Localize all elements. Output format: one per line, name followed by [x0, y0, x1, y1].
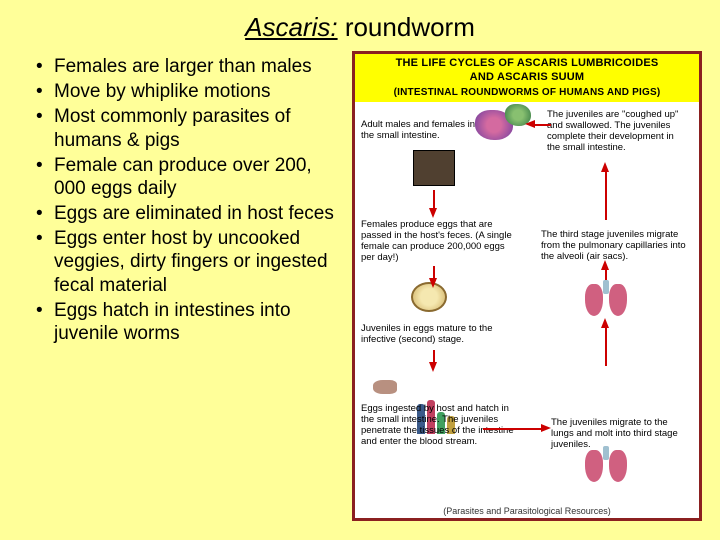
arrow-segment — [605, 170, 607, 220]
list-item: Female can produce over 200, 000 eggs da… — [36, 154, 346, 200]
bullet-column: Females are larger than males Move by wh… — [18, 51, 346, 521]
lifecycle-diagram: THE LIFE CYCLES OF ASCARIS LUMBRICOIDES … — [352, 51, 702, 521]
arrow-segment — [605, 326, 607, 366]
title-italic: Ascaris: — [245, 12, 337, 42]
diagram-credit: (Parasites and Parasitological Resources… — [355, 506, 699, 516]
label-produce: Females produce eggs that are passed in … — [361, 220, 521, 264]
title-rest: roundworm — [338, 12, 475, 42]
list-item: Females are larger than males — [36, 55, 346, 78]
diagram-title-line1: THE LIFE CYCLES OF ASCARIS LUMBRICOIDES — [396, 57, 659, 69]
arrow-segment — [533, 124, 551, 126]
list-item: Eggs hatch in intestines into juvenile w… — [36, 299, 346, 345]
arrow-head-icon — [601, 162, 609, 172]
arrow-segment — [483, 428, 543, 430]
label-adults: Adult males and females in the small int… — [361, 120, 481, 142]
label-migrate3: The third stage juveniles migrate from t… — [541, 230, 689, 263]
diagram-title-line2: AND ASCARIS SUUM — [470, 71, 585, 83]
label-migrate2: The juveniles migrate to the lungs and m… — [551, 418, 687, 451]
lungs-bottom-icon — [583, 446, 629, 484]
list-item: Eggs are eliminated in host feces — [36, 202, 346, 225]
lungs-icon — [583, 280, 629, 318]
pig-icon — [373, 380, 397, 394]
diagram-title: THE LIFE CYCLES OF ASCARIS LUMBRICOIDES … — [355, 54, 699, 102]
arrow-head-icon — [429, 278, 437, 288]
arrow-head-icon — [525, 120, 535, 128]
label-mature: Juveniles in eggs mature to the infectiv… — [361, 324, 521, 346]
arrow-head-icon — [429, 208, 437, 218]
diagram-subtitle: (INTESTINAL ROUNDWORMS OF HUMANS AND PIG… — [357, 87, 697, 100]
content-row: Females are larger than males Move by wh… — [0, 51, 720, 521]
bullet-list: Females are larger than males Move by wh… — [36, 55, 346, 345]
slide-title: Ascaris: roundworm — [0, 0, 720, 51]
egg-photo-icon — [413, 150, 455, 186]
arrow-head-icon — [429, 362, 437, 372]
arrow-head-icon — [541, 424, 551, 432]
list-item: Most commonly parasites of humans & pigs — [36, 105, 346, 151]
list-item: Eggs enter host by uncooked veggies, dir… — [36, 227, 346, 297]
label-coughed: The juveniles are "coughed up" and swall… — [547, 110, 687, 154]
arrow-segment — [433, 190, 435, 210]
diagram-body: Adult males and females in the small int… — [355, 102, 699, 518]
arrow-head-icon — [601, 318, 609, 328]
list-item: Move by whiplike motions — [36, 80, 346, 103]
label-ingested: Eggs ingested by host and hatch in the s… — [361, 404, 521, 448]
arrow-head-icon — [601, 260, 609, 270]
